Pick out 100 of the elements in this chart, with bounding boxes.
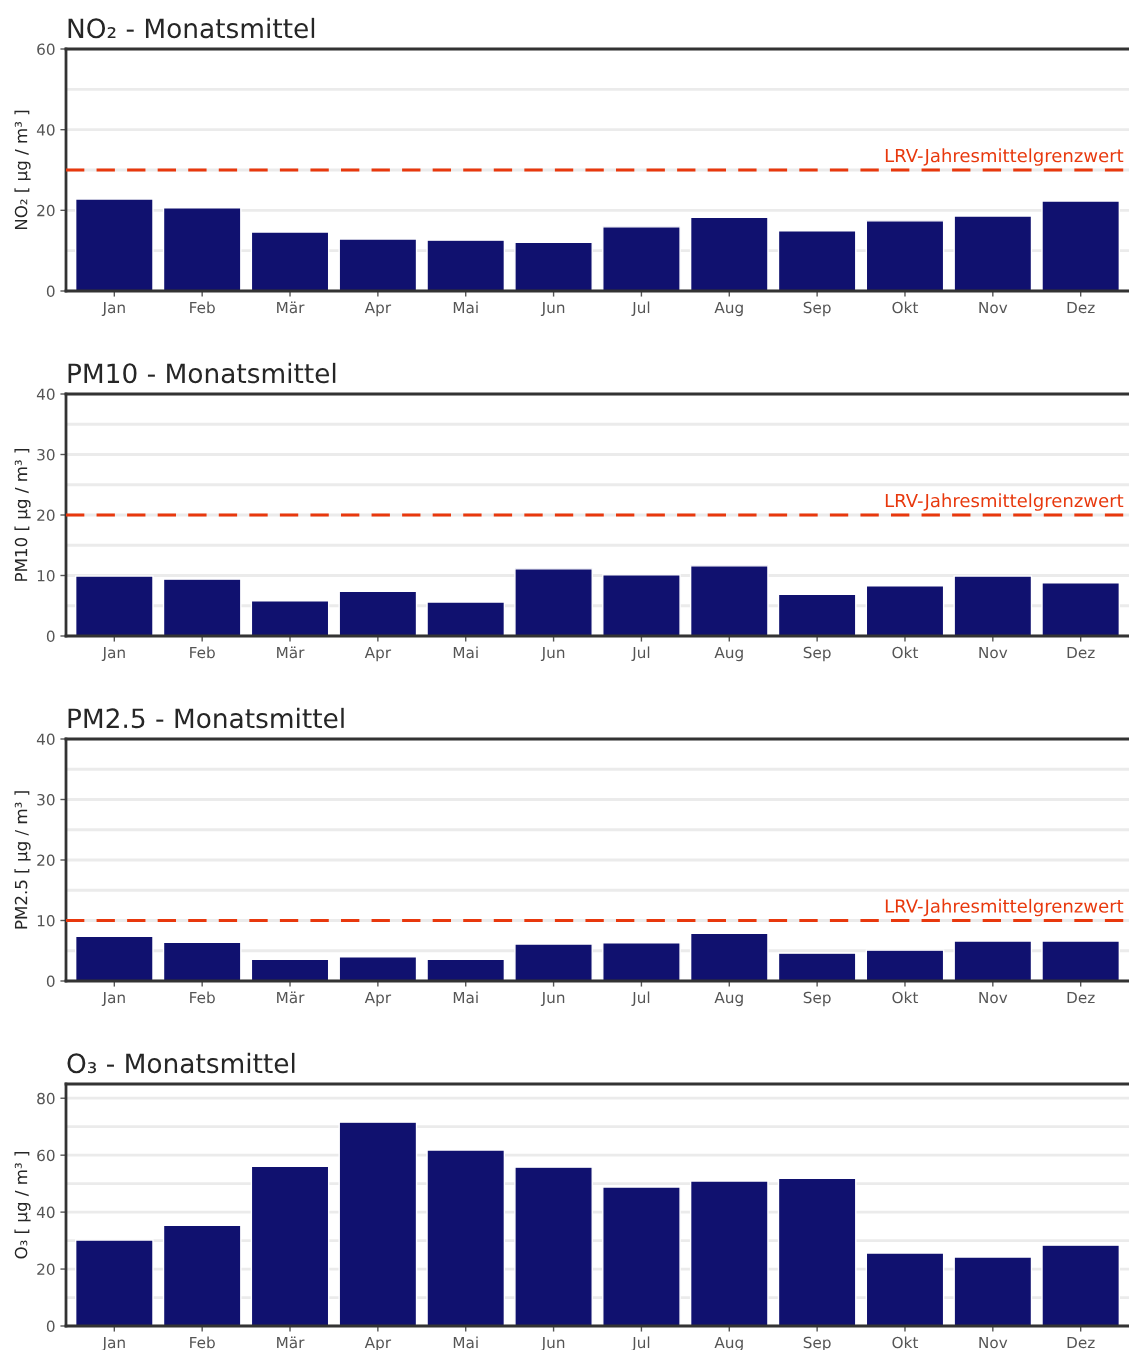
y-tick-label: 60 [37, 1149, 55, 1162]
x-tick-label: Feb [190, 1336, 215, 1349]
bar [74, 575, 154, 636]
bar [777, 1177, 857, 1326]
bar [514, 943, 593, 981]
y-tick-label: 40 [36, 1206, 55, 1219]
bar [74, 935, 154, 981]
bar [689, 565, 769, 636]
x-tick-label: Okt [892, 301, 919, 314]
bar [514, 241, 593, 291]
bar [689, 932, 769, 981]
x-tick-label: Jan [101, 301, 125, 317]
x-tick-label: Feb [190, 646, 215, 659]
bar [338, 1121, 418, 1326]
x-tick-label: Sep [803, 646, 831, 662]
y-axis-title: PM10 [ µg / m³ ] [14, 449, 31, 581]
bar [162, 1224, 242, 1326]
x-tick-label: Jan [101, 991, 125, 1007]
x-tick-label: Nov [979, 301, 1008, 314]
bar [162, 207, 242, 291]
x-tick-label: Okt [892, 991, 919, 1004]
bar [865, 1252, 945, 1326]
x-tick-label: Feb [190, 991, 215, 1004]
x-tick-label: Mär [277, 1336, 305, 1349]
x-tick-label: Aug [714, 991, 743, 1007]
y-tick-label: 0 [46, 630, 55, 643]
x-tick-label: Mär [277, 991, 305, 1004]
bar [426, 1149, 506, 1326]
bar [426, 239, 506, 291]
x-tick-label: Mär [277, 301, 305, 314]
bar [865, 585, 945, 636]
x-tick-label: Jul [631, 646, 650, 662]
bar [777, 952, 857, 981]
y-tick-label: 0 [46, 1320, 55, 1333]
x-tick-label: Nov [979, 646, 1008, 659]
x-tick-label: Mai [453, 646, 478, 659]
bar [514, 568, 593, 636]
x-tick-label: Jul [631, 991, 650, 1007]
y-tick-label: 60 [37, 43, 55, 56]
x-tick-label: Mär [277, 646, 305, 659]
y-tick-label: 40 [36, 124, 55, 136]
bar [250, 600, 330, 636]
bar [338, 238, 418, 291]
bar [865, 949, 945, 981]
x-tick-label: Apr [364, 991, 392, 1007]
y-tick-label: 10 [37, 914, 55, 927]
x-tick-label: Mai [453, 301, 478, 314]
bar [162, 941, 242, 981]
bar [338, 956, 418, 981]
bar [426, 601, 506, 636]
bar [162, 578, 242, 636]
ref-line-label: LRV-Jahresmittelgrenzwert [885, 493, 1124, 511]
x-tick-label: Aug [714, 646, 743, 662]
x-tick-label: Mai [453, 991, 478, 1004]
bar [865, 220, 945, 291]
bar [74, 198, 154, 291]
bar [250, 231, 330, 291]
y-tick-label: 20 [37, 1263, 55, 1276]
y-tick-label: 30 [37, 793, 55, 806]
x-tick-label: Dez [1067, 301, 1095, 314]
bar [250, 1165, 330, 1326]
y-tick-label: 0 [46, 285, 55, 298]
y-tick-label: 0 [46, 975, 55, 988]
chart-title: PM2.5 - Monatsmittel [68, 707, 344, 729]
x-tick-label: Nov [979, 1336, 1008, 1349]
x-tick-label: Dez [1067, 1336, 1095, 1349]
x-tick-label: Okt [892, 1336, 919, 1349]
chart-title: NO₂ - Monatsmittel [68, 17, 315, 39]
x-tick-label: Jun [540, 991, 565, 1007]
bar [602, 1186, 681, 1326]
y-tick-label: 80 [37, 1092, 55, 1105]
bar [1041, 200, 1121, 291]
x-tick-label: Apr [364, 301, 392, 317]
bar [602, 226, 681, 291]
y-tick-label: 10 [37, 569, 55, 582]
bar [953, 575, 1033, 636]
bar [1041, 940, 1121, 981]
y-tick-label: 40 [36, 388, 55, 401]
y-tick-label: 20 [37, 204, 55, 217]
bar [426, 958, 506, 981]
ref-line-label: LRV-Jahresmittelgrenzwert [885, 148, 1124, 166]
bar [777, 593, 857, 636]
x-tick-label: Dez [1067, 646, 1095, 659]
x-tick-label: Okt [892, 646, 919, 659]
x-tick-label: Mai [453, 1336, 478, 1349]
y-tick-label: 40 [36, 733, 55, 746]
y-axis-title: O₃ [ µg / m³ ] [14, 1151, 31, 1259]
bar [602, 574, 681, 636]
bar [953, 940, 1033, 981]
x-tick-label: Jul [631, 301, 650, 317]
ref-line-label: LRV-Jahresmittelgrenzwert [885, 898, 1124, 917]
y-axis-title: PM2.5 [ µg / m³ ] [14, 791, 31, 929]
y-tick-label: 30 [37, 448, 55, 461]
x-tick-label: Sep [803, 991, 831, 1007]
y-tick-label: 20 [37, 854, 55, 867]
x-tick-label: Sep [803, 301, 831, 317]
bar [250, 958, 330, 981]
bar [1041, 1244, 1121, 1326]
bar [953, 215, 1033, 291]
y-axis-title: NO₂ [ µg / m³ ] [14, 110, 31, 230]
